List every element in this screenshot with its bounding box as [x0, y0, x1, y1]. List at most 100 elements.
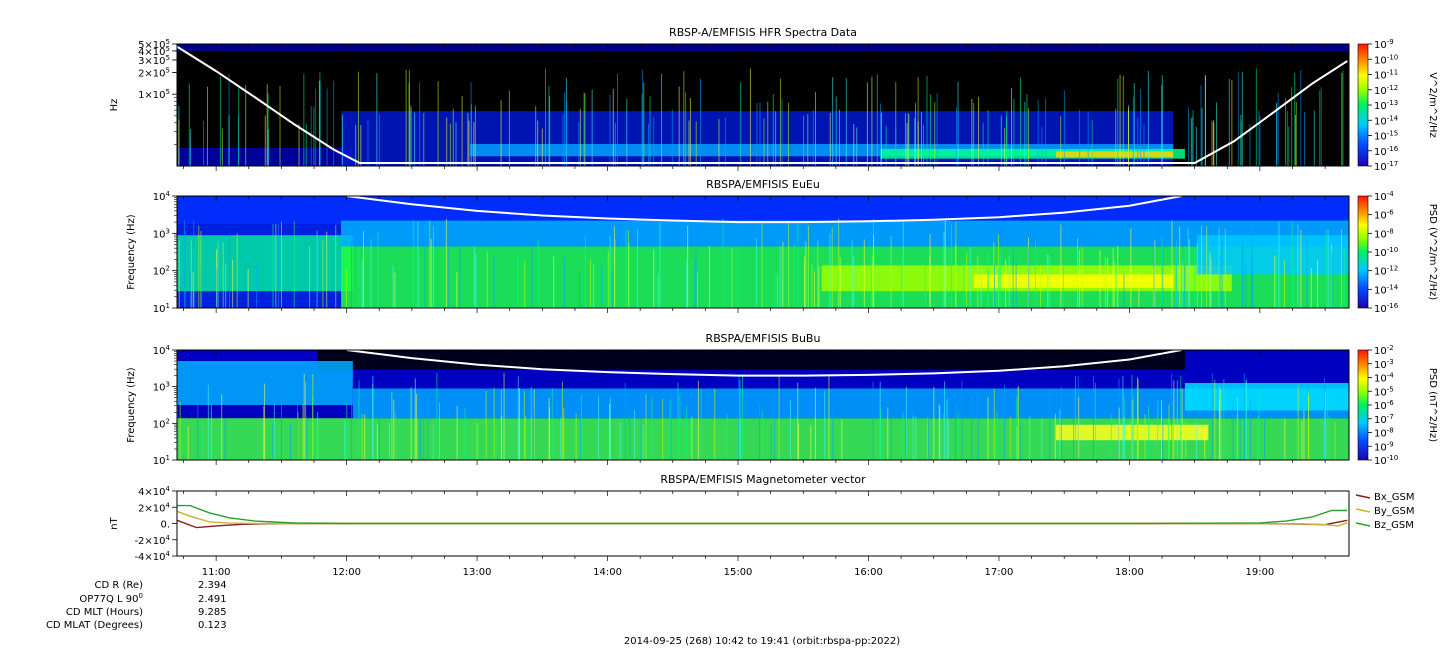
hfr-colorbar-label-exponent: -10 — [1387, 53, 1398, 61]
legend-swatch-bx_gsm — [1355, 494, 1371, 499]
eueu-colorbar-label-mantissa: 10 — [1374, 267, 1387, 278]
bubu-colorbar — [1357, 349, 1369, 461]
hfr-colorbar-label-exponent: -11 — [1387, 69, 1398, 77]
hfr-colorbar-label-mantissa: 10 — [1374, 86, 1387, 97]
time-tick-label: 12:00 — [332, 567, 361, 578]
y-tick-label-1-mantissa: 3×10 — [138, 56, 165, 67]
eueu-colorbar-label-exponent: -8 — [1387, 227, 1394, 235]
y-tick-label-2: 101 — [153, 302, 170, 315]
y-tick-label-1-exponent: 5 — [166, 67, 170, 75]
legend-swatch-bz_gsm — [1355, 522, 1371, 527]
y-tick-label-3-exponent: 4 — [166, 344, 171, 352]
ephemeris-label-r: CD R (Re) — [95, 580, 144, 591]
eueu-colorbar-label-mantissa: 10 — [1374, 229, 1387, 240]
bubu-spectral-zone — [317, 350, 1185, 370]
time-tick-label: 15:00 — [724, 567, 753, 578]
hfr-colorbar-label-mantissa: 10 — [1374, 55, 1387, 66]
hfr-colorbar-label: 10-13 — [1374, 99, 1398, 112]
panels-layer: RBSP-A/EMFISIS HFR Spectra Data10-910-10… — [109, 26, 1438, 563]
y-tick-label-4-mantissa: 0. — [160, 520, 170, 531]
y-tick-label-3-exponent: 2 — [166, 417, 170, 425]
bubu-colorbar-label: 10-3 — [1374, 358, 1394, 371]
hfr-colorbar-label-mantissa: 10 — [1374, 71, 1387, 82]
bubu-colorbar-label: 10-2 — [1374, 344, 1394, 357]
hfr-colorbar-label-exponent: -16 — [1387, 145, 1399, 153]
eueu-colorbar-label: 10-16 — [1374, 302, 1399, 315]
bubu-colorbar-label-mantissa: 10 — [1374, 387, 1387, 398]
hfr-colorbar-label-exponent: -12 — [1387, 84, 1398, 92]
bubu-colorbar-label-exponent: -6 — [1387, 399, 1395, 407]
time-tick-label: 11:00 — [202, 567, 231, 578]
hfr-colorbar-label: 10-15 — [1374, 130, 1398, 143]
ephemeris-value-l: 2.491 — [198, 594, 227, 605]
y-tick-label-4-exponent: 4 — [166, 485, 171, 493]
panel-title-3: RBSPA/EMFISIS BuBu — [706, 332, 821, 345]
hfr-colorbar-label-mantissa: 10 — [1374, 40, 1387, 51]
bubu-colorbar-label-exponent: -10 — [1387, 454, 1398, 462]
eueu-colorbar-label-exponent: -14 — [1387, 283, 1399, 291]
hfr-colorbar-label-mantissa: 10 — [1374, 147, 1387, 158]
eueu-spectral-zone — [177, 196, 1349, 224]
bubu-colorbar-label: 10-5 — [1374, 385, 1394, 398]
y-tick-label-4: -2×104 — [134, 534, 170, 547]
y-tick-label-3: 104 — [153, 344, 171, 357]
bubu-colorbar-label-mantissa: 10 — [1374, 429, 1387, 440]
ephemeris-value-mlt: 9.285 — [198, 607, 227, 618]
eueu-colorbar-label-mantissa: 10 — [1374, 192, 1387, 203]
bubu-colorbar-label: 10-4 — [1374, 372, 1394, 385]
bubu-colorbar-label: 10-8 — [1374, 427, 1394, 440]
y-tick-label-2-mantissa: 10 — [153, 192, 166, 203]
eueu-colorbar-label: 10-12 — [1374, 265, 1398, 278]
y-tick-label-4-exponent: 4 — [166, 501, 171, 509]
y-tick-label-2: 103 — [153, 227, 170, 240]
bubu-colorbar-label-exponent: -7 — [1387, 413, 1394, 421]
series-line-bz_gsm — [177, 504, 1348, 525]
hfr-spectral-zone — [1056, 151, 1174, 158]
panel-4: RBSPA/EMFISIS Magnetometer vector Bx_GSM B… — [109, 473, 1415, 563]
y-tick-label-4-exponent: 4 — [166, 550, 171, 558]
eueu-colorbar-label-exponent: -6 — [1387, 209, 1395, 217]
legend-label-bx_gsm: Bx_GSM — [1374, 492, 1415, 503]
y-tick-label-3-mantissa: 10 — [153, 383, 166, 394]
hfr-spectral-zone — [880, 148, 1185, 159]
bubu-colorbar-label-mantissa: 10 — [1374, 346, 1387, 357]
y-tick-label-3-exponent: 1 — [166, 454, 170, 462]
panel-frame-1 — [176, 43, 1350, 167]
eueu-colorbar-label-mantissa: 10 — [1374, 285, 1387, 296]
y-tick-label-1-exponent: 5 — [166, 38, 170, 46]
y-tick-label-3-mantissa: 10 — [153, 346, 166, 357]
y-tick-label-4-mantissa: -4×10 — [134, 552, 165, 563]
legend-swatch-by_gsm — [1355, 508, 1371, 513]
time-tick-label: 14:00 — [593, 567, 622, 578]
hfr-colorbar-label-mantissa: 10 — [1374, 116, 1387, 127]
y-tick-label-4: 2×104 — [138, 501, 170, 514]
y-tick-label-2: 102 — [153, 265, 170, 278]
y-axis-title-3: Frequency (Hz) — [126, 367, 137, 443]
bubu-overlay-curve — [346, 349, 1182, 377]
bubu-colorbar-label-exponent: -9 — [1387, 440, 1394, 448]
eueu-spectral-zone — [341, 220, 1350, 247]
eueu-colorbar — [1357, 195, 1369, 309]
eueu-colorbar-label-mantissa: 10 — [1374, 304, 1387, 315]
ephemeris-label-l-sup: 0 — [139, 592, 143, 600]
ephemeris-label-l: OP77Q L 900 — [79, 592, 143, 605]
y-tick-label-1-mantissa: 5×10 — [138, 40, 165, 51]
bubu-colorbar-label-exponent: -5 — [1387, 385, 1394, 393]
hfr-colorbar-label: 10-14 — [1374, 114, 1399, 127]
hfr-colorbar-label: 10-9 — [1374, 38, 1394, 51]
y-tick-label-1: 1×105 — [138, 88, 170, 101]
eueu-colorbar-label: 10-6 — [1374, 209, 1394, 222]
panel-frame-3 — [176, 349, 1350, 461]
hfr-colorbar-label: 10-17 — [1374, 160, 1398, 173]
bubu-colorbar-label-exponent: -2 — [1387, 344, 1394, 352]
hfr-colorbar-label-mantissa: 10 — [1374, 162, 1387, 173]
panel-title-1: RBSP-A/EMFISIS HFR Spectra Data — [669, 26, 857, 39]
hfr-colorbar-title: V^2/m^2/Hz — [1427, 72, 1438, 138]
y-axis-title-2: Frequency (Hz) — [126, 214, 137, 290]
time-tick-label: 18:00 — [1115, 567, 1144, 578]
panel-title-4: RBSPA/EMFISIS Magnetometer vector — [660, 473, 866, 486]
hfr-colorbar-label-exponent: -17 — [1387, 160, 1398, 168]
y-tick-label-2-mantissa: 10 — [153, 267, 166, 278]
eueu-colorbar-label-exponent: -10 — [1387, 246, 1398, 254]
